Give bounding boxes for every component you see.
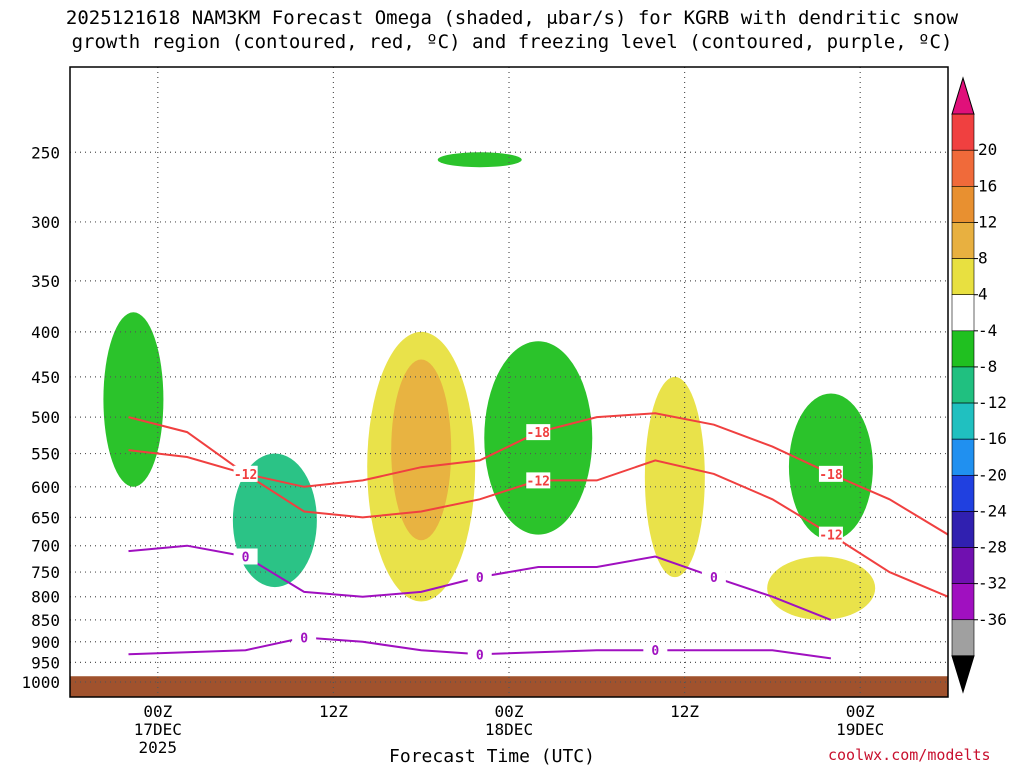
colorbar-swatch bbox=[951, 113, 975, 151]
x-tick-label: 12Z bbox=[319, 702, 348, 721]
colorbar-label: -12 bbox=[978, 393, 1007, 412]
colorbar-label: 16 bbox=[978, 176, 997, 195]
x-tick-label: 00Z bbox=[495, 702, 524, 721]
contour-label: 0 bbox=[242, 550, 250, 565]
contour-label: -18 bbox=[819, 468, 843, 483]
omega-region bbox=[437, 152, 522, 168]
title-line-2: growth region (contoured, red, ºC) and f… bbox=[71, 31, 953, 53]
colorbar-swatch bbox=[951, 511, 975, 548]
x-tick-label: 00Z bbox=[846, 702, 875, 721]
y-tick-label: 400 bbox=[31, 323, 60, 342]
ground-surface bbox=[70, 676, 948, 697]
ground-fill bbox=[70, 676, 948, 697]
colorbar-swatch bbox=[951, 258, 975, 296]
colorbar-arrow-top bbox=[951, 76, 975, 115]
y-tick-label: 550 bbox=[31, 445, 60, 464]
y-tick-label: 700 bbox=[31, 537, 60, 556]
x-tick-label: 00Z bbox=[143, 702, 172, 721]
colorbar-label: 8 bbox=[978, 249, 988, 268]
colorbar-swatch bbox=[951, 330, 975, 368]
colorbar-label: 20 bbox=[978, 140, 997, 159]
omega-region bbox=[767, 556, 876, 620]
omega-region bbox=[644, 376, 705, 578]
colorbar-label: 12 bbox=[978, 212, 997, 231]
colorbar-label: -28 bbox=[978, 538, 1007, 557]
colorbar-label: -32 bbox=[978, 574, 1007, 593]
contour-label-bg bbox=[233, 548, 258, 565]
y-tick-label: 350 bbox=[31, 272, 60, 291]
colorbar-label: 4 bbox=[978, 285, 988, 304]
colorbar-label: -4 bbox=[978, 321, 997, 340]
contour-label: 0 bbox=[651, 644, 659, 659]
contour-label: -12 bbox=[819, 529, 842, 544]
x-tick-date: 17DEC bbox=[134, 720, 182, 739]
colorbar-swatch bbox=[951, 222, 975, 259]
y-tick-label: 950 bbox=[31, 653, 60, 672]
contour-label-bg bbox=[292, 629, 317, 646]
y-tick-label: 750 bbox=[31, 563, 60, 582]
contour-label-bg bbox=[526, 472, 551, 489]
y-tick-label: 650 bbox=[31, 508, 60, 527]
contour-label-bg bbox=[233, 465, 258, 482]
contour-label: 0 bbox=[710, 571, 718, 586]
grid-lines bbox=[70, 67, 948, 697]
contour-label: -12 bbox=[527, 474, 550, 489]
y-axis-ticks: 250 300 350 400 450 500 550 600 650 700 750 800 850 9… bbox=[21, 143, 60, 692]
colorbar-swatch bbox=[951, 186, 975, 223]
plot-frame bbox=[69, 66, 949, 698]
y-tick-label: 850 bbox=[31, 611, 60, 630]
y-tick-label: 450 bbox=[31, 368, 60, 387]
contour-label-bg bbox=[526, 424, 551, 441]
contour-line bbox=[128, 636, 832, 660]
colorbar-swatch bbox=[951, 366, 975, 404]
y-tick-label: 800 bbox=[31, 588, 60, 607]
credit-text: coolwx.com/modelts bbox=[828, 746, 991, 764]
y-tick-label: 250 bbox=[31, 143, 60, 162]
colorbar-label: -16 bbox=[978, 429, 1007, 448]
contour-label-bg bbox=[818, 526, 843, 543]
omega-region bbox=[391, 359, 452, 541]
x-tick-date: 18DEC bbox=[485, 720, 533, 739]
colorbar-swatch bbox=[951, 149, 975, 187]
colorbar-swatch bbox=[951, 474, 975, 512]
colorbar-arrow-bottom bbox=[951, 655, 975, 694]
colorbar-swatch bbox=[951, 294, 975, 332]
contour-label-bg bbox=[467, 569, 492, 586]
x-tick-label: 12Z bbox=[670, 702, 699, 721]
y-tick-label: 900 bbox=[31, 633, 60, 652]
colorbar-swatch bbox=[951, 402, 975, 440]
colorbar-label: -36 bbox=[978, 610, 1007, 629]
colorbar-swatch bbox=[951, 547, 975, 584]
contour-label: 0 bbox=[476, 571, 484, 586]
colorbar-label: -20 bbox=[978, 465, 1007, 484]
contour-label: -18 bbox=[527, 426, 551, 441]
y-tick-label: 500 bbox=[31, 408, 60, 427]
contour-label: 0 bbox=[476, 648, 484, 663]
colorbar-label: -24 bbox=[978, 501, 1007, 520]
omega-shading bbox=[103, 152, 876, 620]
colorbar-label: -8 bbox=[978, 357, 997, 376]
contour-label: -12 bbox=[234, 468, 257, 483]
y-tick-label: 1000 bbox=[21, 673, 60, 692]
colorbar-swatch bbox=[951, 619, 975, 657]
contour-label-bg bbox=[818, 465, 843, 482]
x-tick-date: 19DEC bbox=[836, 720, 884, 739]
contour-label-bg bbox=[643, 642, 668, 659]
contour-label-bg bbox=[701, 569, 726, 586]
y-tick-label: 600 bbox=[31, 478, 60, 497]
chart-title: 2025121618 NAM3KM Forecast Omega (shaded… bbox=[0, 6, 1024, 54]
colorbar-swatch bbox=[951, 583, 975, 621]
colorbar: 20 16 12 8 4 -4 -8 -12 -16 -20 -24 -28 -32 -36 bbox=[951, 76, 1007, 694]
title-line-1: 2025121618 NAM3KM Forecast Omega (shaded… bbox=[65, 7, 959, 29]
omega-region bbox=[103, 312, 164, 487]
colorbar-swatch bbox=[951, 438, 975, 476]
y-tick-label: 300 bbox=[31, 213, 60, 232]
contour-label: 0 bbox=[300, 631, 308, 646]
x-tick-year: 2025 bbox=[139, 738, 178, 757]
contour-label-bg bbox=[467, 646, 492, 663]
x-axis-title: Forecast Time (UTC) bbox=[389, 746, 595, 767]
